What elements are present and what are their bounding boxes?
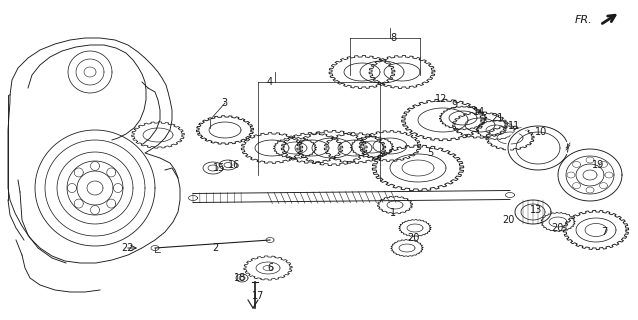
Text: 16: 16 (228, 160, 240, 170)
Text: 8: 8 (390, 33, 396, 43)
Text: 15: 15 (213, 163, 225, 173)
Text: 9: 9 (451, 100, 457, 110)
Text: 4: 4 (267, 77, 273, 87)
Text: 5: 5 (427, 148, 433, 158)
Text: 11: 11 (508, 121, 520, 131)
Text: 20: 20 (551, 223, 563, 233)
Text: 22: 22 (122, 243, 134, 253)
Text: 13: 13 (530, 205, 542, 215)
Text: 12: 12 (435, 94, 447, 104)
Text: 20: 20 (502, 215, 514, 225)
Text: 18: 18 (234, 273, 246, 283)
Text: 1: 1 (390, 208, 396, 218)
Text: 21: 21 (491, 113, 503, 123)
Text: 6: 6 (267, 263, 273, 273)
Text: 17: 17 (252, 291, 264, 301)
Text: 2: 2 (212, 243, 218, 253)
Text: 10: 10 (535, 127, 547, 137)
Text: 14: 14 (473, 107, 485, 117)
Text: 7: 7 (601, 227, 607, 237)
Text: 3: 3 (221, 98, 227, 108)
Text: FR.: FR. (574, 15, 592, 25)
Text: 20: 20 (407, 233, 419, 243)
Text: 19: 19 (592, 160, 604, 170)
